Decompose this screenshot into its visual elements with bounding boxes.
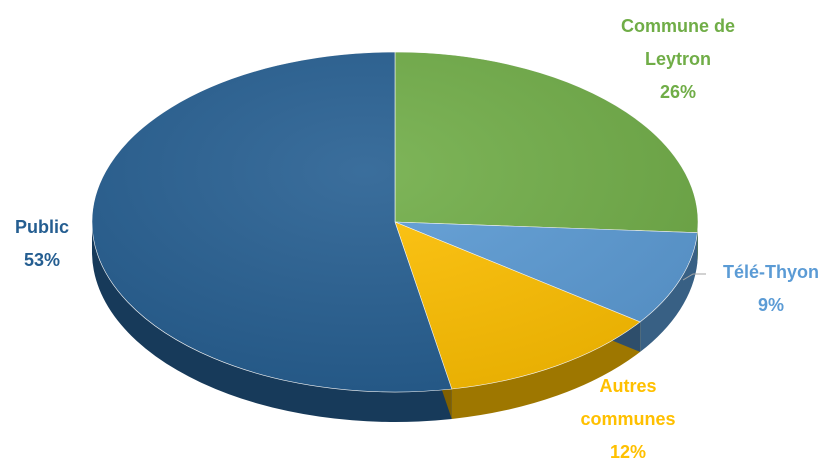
data-label-value: 12% xyxy=(610,442,646,462)
data-label-name: communes xyxy=(580,409,675,429)
data-label-name: Commune de xyxy=(621,16,735,36)
pie-gloss xyxy=(92,52,698,392)
data-label-value: 53% xyxy=(24,250,60,270)
pie-side-tele-thyon xyxy=(640,232,698,352)
data-label-name: Autres xyxy=(599,376,656,396)
leader-line xyxy=(682,273,706,281)
pie-side-autres-communes xyxy=(451,321,641,419)
data-label-commune-de-leytron: Commune de Leytron 26% xyxy=(621,16,735,102)
pie-side-public xyxy=(92,222,452,423)
pie-labels: Commune de Leytron 26% Télé-Thyon 9% Autres co… xyxy=(15,16,819,462)
data-label-value: 9% xyxy=(758,295,784,315)
data-label-public: Public 53% xyxy=(15,217,69,270)
data-label-name: Télé-Thyon xyxy=(723,262,819,282)
pie-tops xyxy=(91,51,699,393)
data-label-autres-communes: Autres communes 12% xyxy=(580,376,675,462)
data-label-name: Public xyxy=(15,217,69,237)
data-label-tele-thyon: Télé-Thyon 9% xyxy=(723,262,819,315)
data-label-value: 26% xyxy=(660,82,696,102)
data-label-name: Leytron xyxy=(645,49,711,69)
